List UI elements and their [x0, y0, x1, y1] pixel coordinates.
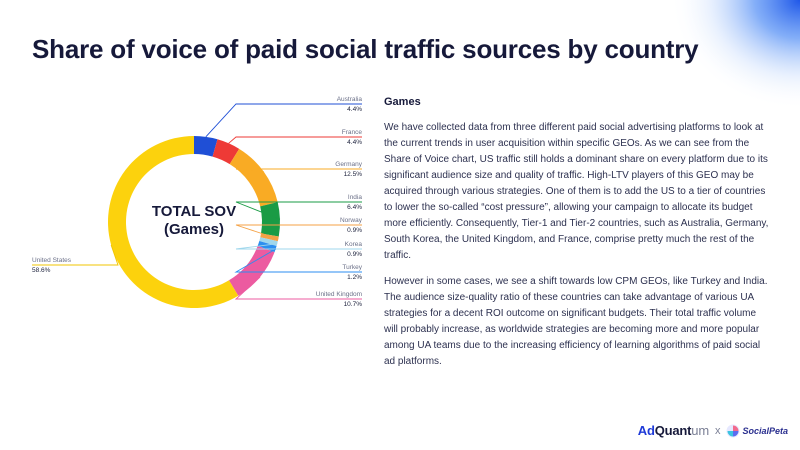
leaders-layer [32, 103, 362, 300]
label-name-united-states: United States [32, 257, 72, 264]
labels-layer: Australia 4.4% France 4.4% Germany 12.5% India… [32, 96, 363, 308]
leader-line-united-kingdom [234, 276, 362, 300]
slice-norway [260, 233, 279, 242]
label-value-france: 4.4% [347, 139, 362, 146]
section-heading: Games [384, 96, 421, 108]
label-name-france: France [342, 129, 363, 136]
center-label-line1: TOTAL SOV [152, 203, 236, 220]
label-value-korea: 0.9% [347, 251, 362, 258]
label-name-australia: Australia [337, 96, 363, 103]
label-name-india: India [348, 194, 362, 201]
leader-line-korea [235, 243, 362, 250]
adquantum-logo: AdQuantum [637, 423, 709, 438]
leader-line-india [235, 201, 362, 220]
leader-line-norway [235, 224, 362, 240]
donut-chart: Australia 4.4% France 4.4% Germany 12.5% India… [32, 96, 363, 309]
label-name-united-kingdom: United Kingdom [316, 291, 362, 298]
slice-australia [194, 136, 218, 157]
label-name-germany: Germany [335, 161, 362, 168]
label-value-turkey: 1.2% [347, 274, 362, 281]
slice-united-states [107, 136, 239, 309]
slice-united-kingdom [228, 245, 275, 296]
label-name-korea: Korea [345, 241, 363, 248]
leader-line-france [228, 136, 362, 144]
leader-line-germany [235, 168, 362, 173]
label-value-united-kingdom: 10.7% [344, 301, 363, 308]
center-label-line2: (Games) [164, 221, 224, 238]
logo-separator: x [714, 424, 721, 437]
label-value-norway: 0.9% [347, 227, 362, 234]
leader-line-australia [205, 103, 362, 138]
page-title: Share of voice of paid social traffic so… [32, 34, 699, 64]
socialpeta-icon [726, 424, 740, 437]
label-value-germany: 12.5% [344, 171, 363, 178]
label-value-united-states: 58.6% [32, 267, 51, 274]
leader-line-turkey [234, 248, 362, 273]
label-value-india: 6.4% [347, 204, 362, 211]
paragraph-1: We have collected data from three differ… [384, 122, 769, 261]
socialpeta-logo: SocialPeta [726, 424, 788, 438]
description-panel: Games We have collected data from three … [384, 96, 769, 380]
slice-india [260, 202, 281, 237]
label-value-australia: 4.4% [347, 106, 362, 113]
footer-logos: AdQuantum x SocialPeta [638, 423, 788, 438]
label-name-turkey: Turkey [342, 264, 362, 271]
label-name-norway: Norway [340, 217, 363, 224]
slice-france [212, 139, 240, 165]
slice-germany [229, 148, 278, 207]
paragraph-2: However in some cases, we see a shift to… [384, 276, 768, 367]
leader-line-united-states [32, 244, 119, 266]
